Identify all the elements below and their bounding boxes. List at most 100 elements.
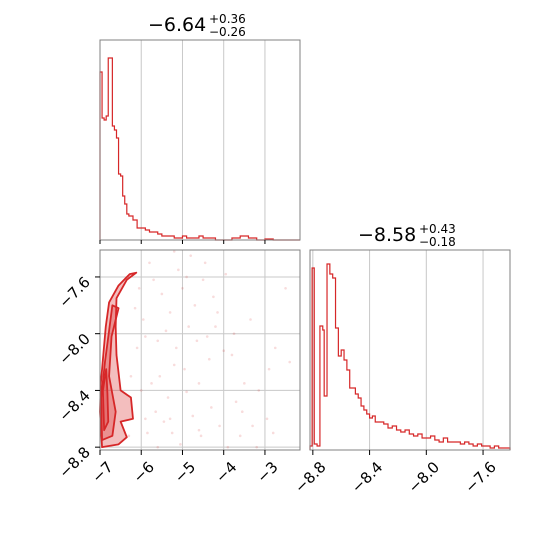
y-tick-label: −8.8: [55, 443, 93, 481]
scatter-point: [137, 286, 141, 290]
right-histogram-step: [309, 263, 511, 450]
scatter-point: [255, 445, 259, 449]
scatter-point: [185, 275, 188, 279]
scatter-point: [214, 325, 217, 328]
contour-line: [101, 368, 110, 432]
x-tick-label: −8.0: [405, 458, 443, 496]
top-histogram-step: [99, 57, 300, 241]
scatter-point: [288, 360, 291, 364]
x-tick-label: −7.6: [461, 458, 499, 496]
scatter-point: [183, 367, 186, 371]
axis-ticks: −7 −6 −5 −4 −3 −8.8 −8.4 −8.0 −7.6 −8.8 −8.4 −8.0 −7…: [55, 240, 500, 497]
scatter-point: [141, 318, 145, 321]
scatter-point: [226, 445, 230, 449]
y-tick-label: −8.0: [55, 330, 93, 368]
scatter-point: [216, 311, 219, 314]
scatter-point: [168, 311, 172, 314]
x-tick-label: −8.8: [291, 458, 329, 496]
scatter-point: [251, 424, 254, 428]
scatter-point: [127, 434, 131, 438]
scatter-point: [168, 417, 172, 421]
scatter-point: [158, 374, 162, 378]
scatter-point: [156, 339, 160, 343]
scatter-point: [197, 382, 201, 385]
y-tick-label: −7.6: [55, 273, 93, 311]
scatter-point: [240, 410, 244, 414]
scatter-point: [197, 428, 201, 432]
scatter-point: [177, 268, 180, 272]
scatter-points: [127, 250, 291, 449]
scatter-point: [185, 390, 188, 394]
scatter-point: [243, 382, 246, 385]
x-tick-label: −8.4: [348, 458, 386, 496]
scatter-point: [224, 272, 228, 276]
scatter-point: [195, 339, 199, 343]
scatter-point: [144, 417, 147, 421]
right-histogram-title: −8.58 +0.43 −0.18: [358, 222, 456, 249]
scatter-point: [139, 389, 143, 392]
scatter-point: [166, 396, 170, 399]
scatter-point: [284, 286, 287, 290]
scatter-point: [129, 374, 133, 378]
title-median: −8.58: [358, 224, 416, 246]
right-histogram-frame: [309, 249, 511, 451]
scatter-point: [154, 410, 157, 414]
x-tick-label: −4: [212, 458, 240, 486]
scatter-point: [181, 286, 184, 290]
scatter-point: [222, 349, 226, 353]
contour-fill: [100, 272, 137, 448]
scatter-point: [162, 420, 166, 423]
scatter-point: [135, 346, 139, 350]
top-histogram-title: −6.64 +0.36 −0.26: [148, 12, 246, 39]
scatter-point: [148, 261, 151, 265]
scatter-point: [164, 329, 168, 333]
scatter-point: [133, 306, 137, 310]
x-tick-label: −6: [130, 458, 158, 486]
scatter-point: [199, 434, 203, 438]
title-plus: +0.43: [419, 222, 456, 236]
scatter-point: [150, 382, 153, 385]
scatter-point: [218, 424, 221, 428]
top-histogram-frame: [99, 39, 301, 241]
scatter-point: [234, 400, 238, 404]
scatter-point: [267, 367, 271, 371]
scatter-point: [210, 406, 213, 409]
scatter-point: [170, 431, 174, 435]
contour-line: [100, 304, 120, 441]
scatter-point: [156, 445, 160, 449]
scatter-point: [203, 261, 207, 265]
scatter-point: [179, 443, 182, 446]
title-minus: −0.18: [419, 235, 456, 249]
scatter-point: [189, 254, 193, 257]
scatter-point: [273, 346, 277, 350]
scatter-point: [207, 357, 211, 361]
title-median: −6.64: [148, 14, 206, 36]
scatter-point: [187, 325, 190, 328]
x-tick-label: −3: [253, 458, 281, 486]
scatter-point: [230, 353, 234, 357]
scatter-point: [174, 346, 178, 350]
scatter-point: [238, 434, 242, 438]
scatter-point: [271, 431, 275, 435]
scatter-point: [172, 250, 176, 253]
scatter-point: [201, 278, 205, 282]
scatter-point: [160, 292, 164, 296]
scatter-point: [205, 335, 209, 338]
contour-line: [99, 271, 138, 449]
scatter-point: [249, 318, 252, 321]
x-tick-label: −7: [88, 458, 116, 486]
density-contours: [99, 271, 138, 449]
scatter-point: [191, 414, 195, 418]
scatter-point: [232, 332, 236, 335]
x-tick-label: −5: [171, 458, 199, 486]
scatter-point: [193, 304, 197, 307]
scatter-point: [257, 389, 261, 392]
title-plus: +0.36: [209, 12, 246, 26]
y-tick-label: −8.4: [55, 387, 93, 425]
scatter-point: [144, 335, 147, 338]
scatter-frame: [99, 249, 301, 451]
scatter-point: [265, 417, 269, 421]
scatter-point: [152, 278, 155, 282]
scatter-point: [146, 431, 149, 435]
